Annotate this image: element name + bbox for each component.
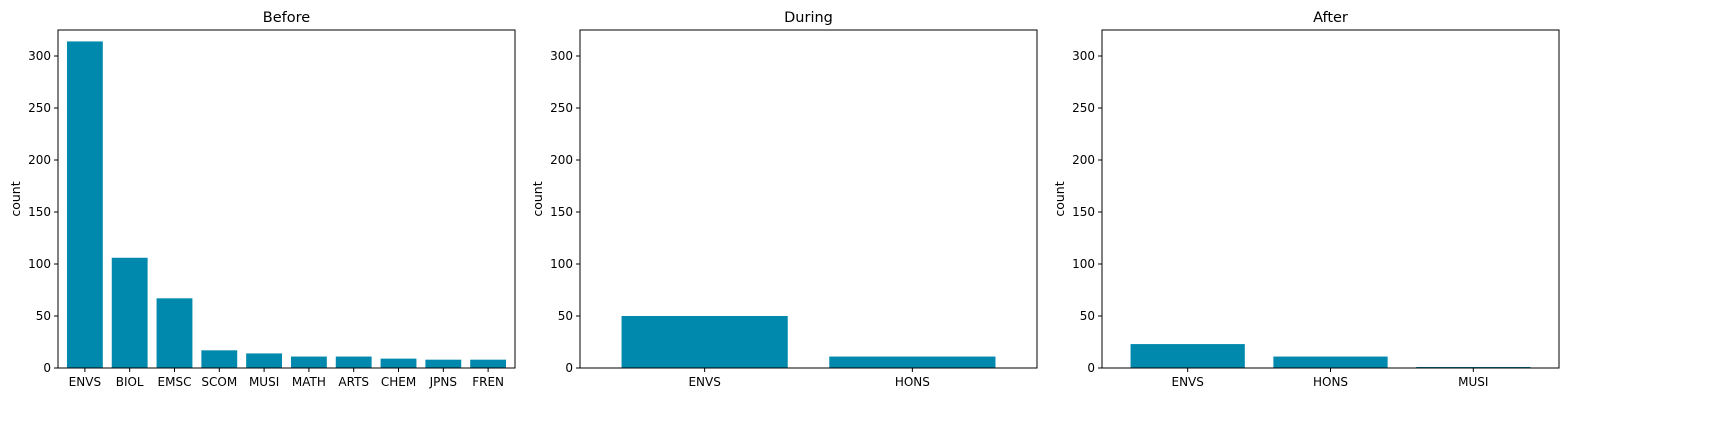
- panel-title: During: [784, 10, 833, 26]
- panel-before: Before count 0 50 100 150 200 250 300 ENVS BIOL E…: [8, 10, 516, 389]
- x-tick-label: ARTS: [338, 375, 369, 389]
- x-tick-label: MUSI: [1458, 375, 1488, 389]
- y-axis-label: count: [1052, 181, 1067, 216]
- panel-after: After count 0 50 100 150 200 250 300 ENVS HONS MU…: [1052, 10, 1560, 389]
- bar-emsc: [156, 298, 193, 368]
- bars: [1130, 344, 1531, 368]
- y-tick-label: 150: [28, 205, 51, 219]
- x-tick-label: JPNS: [429, 375, 457, 389]
- y-tick-label: 200: [550, 153, 573, 167]
- x-tick-label: HONS: [1313, 375, 1348, 389]
- plot-frame: [579, 29, 1038, 369]
- panel-during: During count 0 50 100 150 200 250 300 ENVS HONS: [530, 10, 1038, 389]
- y-tick-label: 50: [558, 309, 573, 323]
- plot-frame: [1101, 29, 1560, 369]
- y-tick-label: 300: [28, 49, 51, 63]
- bar-hons: [829, 356, 996, 368]
- y-tick-label: 150: [1072, 205, 1095, 219]
- x-tick-label: SCOM: [201, 375, 237, 389]
- x-tick-label: BIOL: [116, 375, 144, 389]
- panel-title: Before: [263, 10, 310, 26]
- bar-musi: [246, 353, 283, 368]
- y-tick-label: 250: [550, 101, 573, 115]
- bars: [621, 316, 996, 368]
- y-tick-label: 0: [43, 361, 51, 375]
- bar-biol: [111, 257, 148, 368]
- y-tick-label: 250: [1072, 101, 1095, 115]
- x-tick-label: EMSC: [158, 375, 192, 389]
- bars: [66, 41, 507, 368]
- bar-chem: [380, 358, 417, 368]
- y-tick-label: 0: [1087, 361, 1095, 375]
- bar-jpns: [425, 359, 462, 368]
- y-tick-label: 100: [550, 257, 573, 271]
- bar-scom: [201, 350, 238, 368]
- bar-math: [290, 356, 327, 368]
- x-tick-label: CHEM: [381, 375, 416, 389]
- y-tick-label: 200: [1072, 153, 1095, 167]
- y-tick-label: 50: [1080, 309, 1095, 323]
- x-tick-label: FREN: [472, 375, 504, 389]
- bar-envs: [1130, 344, 1245, 368]
- x-tick-label: MATH: [292, 375, 326, 389]
- y-tick-label: 100: [28, 257, 51, 271]
- x-tick-label: MUSI: [249, 375, 279, 389]
- y-tick-label: 200: [28, 153, 51, 167]
- y-tick-label: 50: [36, 309, 51, 323]
- x-tick-label: ENVS: [688, 375, 720, 389]
- plot-frame: [57, 29, 516, 369]
- y-axis-label: count: [530, 181, 545, 216]
- x-tick-label: ENVS: [69, 375, 101, 389]
- y-tick-label: 100: [1072, 257, 1095, 271]
- bar-musi: [1416, 366, 1531, 368]
- y-tick-label: 300: [550, 49, 573, 63]
- panel-title: After: [1313, 10, 1348, 26]
- bar-arts: [335, 356, 372, 368]
- bar-hons: [1273, 356, 1388, 368]
- bar-envs: [66, 41, 103, 368]
- y-axis-label: count: [8, 181, 23, 216]
- y-tick-label: 0: [565, 361, 573, 375]
- y-tick-label: 300: [1072, 49, 1095, 63]
- y-tick-label: 250: [28, 101, 51, 115]
- x-tick-label: HONS: [895, 375, 930, 389]
- bar-envs: [621, 316, 788, 368]
- x-tick-label: ENVS: [1171, 375, 1203, 389]
- y-tick-label: 150: [550, 205, 573, 219]
- bar-fren: [470, 359, 507, 368]
